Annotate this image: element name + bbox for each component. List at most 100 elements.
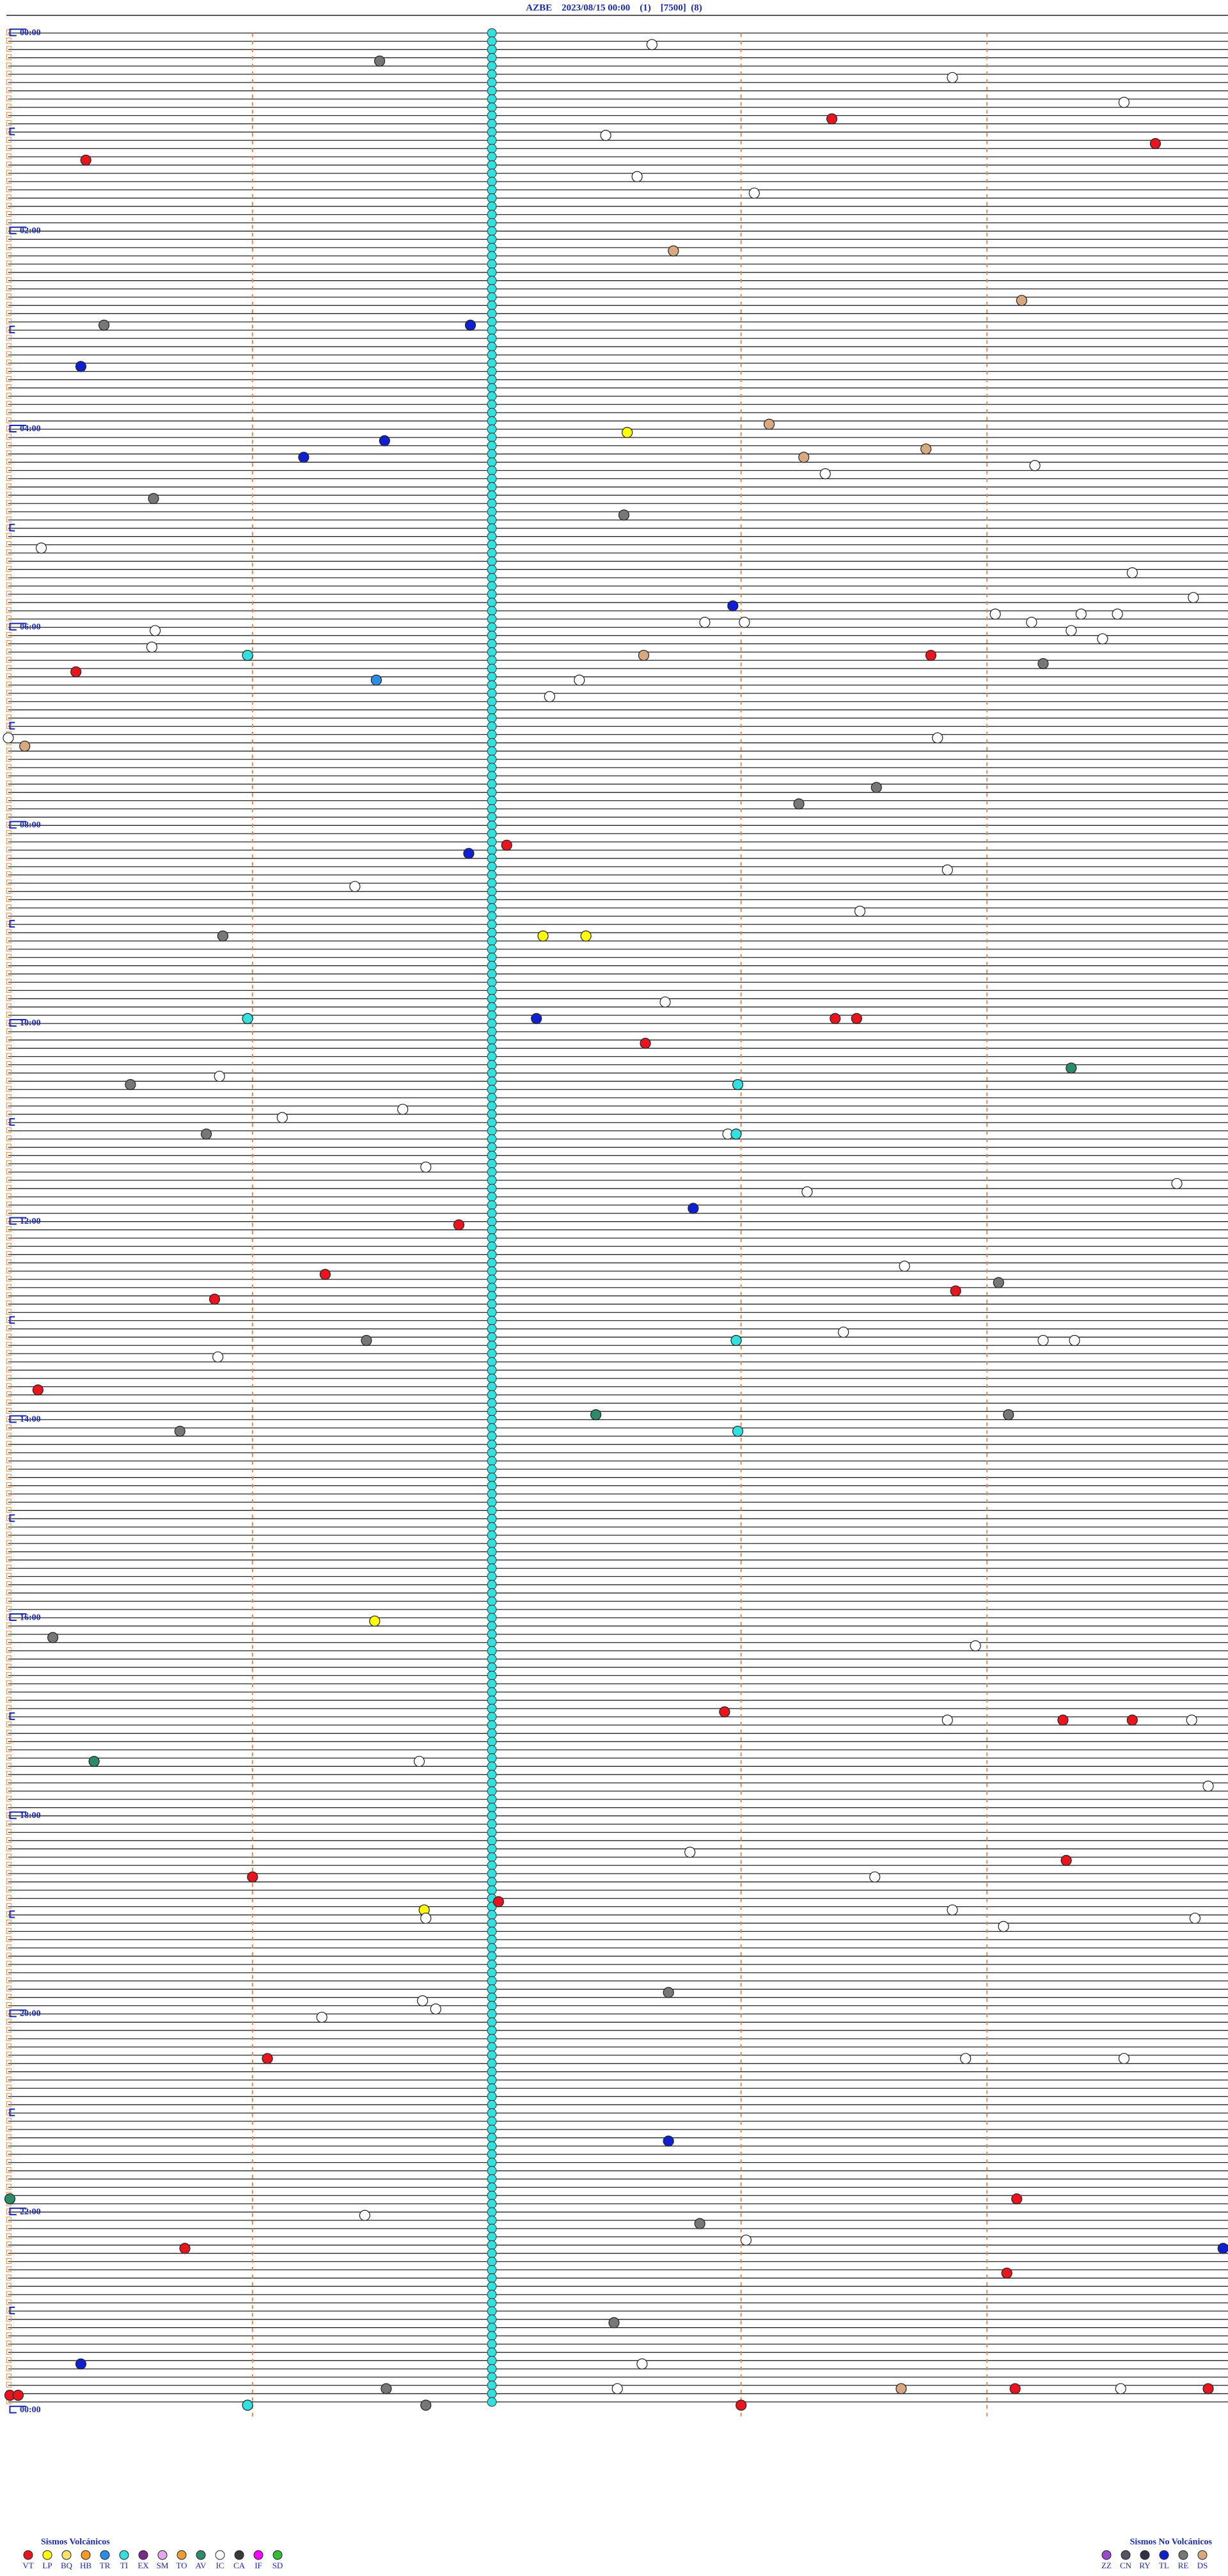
event-marker: [487, 919, 497, 929]
event-marker: [487, 143, 497, 154]
event-marker: [487, 1877, 497, 1887]
event-marker: [487, 457, 497, 468]
event-marker: [487, 1043, 497, 1054]
row-marker: [6, 772, 12, 778]
event-marker: [947, 72, 958, 83]
row-marker: [6, 466, 12, 473]
legend-label: ZZ: [1101, 2561, 1112, 2570]
row-marker: [6, 954, 12, 960]
row-marker: [6, 565, 12, 572]
event-marker: [487, 2323, 497, 2333]
row-marker: [6, 2357, 12, 2363]
row-marker: [6, 813, 12, 819]
row-marker: [6, 1350, 12, 1356]
row-marker: [6, 2250, 12, 2256]
row-marker: [6, 70, 12, 77]
hour-label: 10:00: [20, 1018, 41, 1028]
row-marker: [6, 459, 12, 465]
row-marker: [6, 2382, 12, 2388]
event-marker: [487, 2281, 497, 2291]
event-marker: [487, 589, 497, 599]
event-marker: [1069, 1334, 1080, 1347]
event-marker: [262, 2053, 273, 2064]
event-marker: [487, 1621, 497, 1631]
event-marker: [487, 1794, 497, 1805]
event-marker: [487, 828, 497, 839]
row-marker: [6, 1226, 12, 1233]
event-marker: [487, 1299, 497, 1309]
event-marker: [487, 1208, 497, 1219]
event-marker: [487, 1109, 497, 1119]
event-marker: [487, 705, 497, 715]
event-marker: [1097, 633, 1108, 645]
event-marker: [487, 1373, 497, 1384]
event-marker: [487, 952, 497, 963]
event-marker: [487, 2050, 497, 2060]
event-marker: [487, 1786, 497, 1796]
row-marker: [6, 921, 12, 927]
row-marker: [6, 1449, 12, 1455]
row-marker: [6, 690, 12, 696]
row-marker: [6, 1028, 12, 1034]
row-marker: [6, 1053, 12, 1059]
event-marker: [487, 1885, 497, 1895]
event-marker: [487, 1200, 497, 1210]
event-marker: [487, 961, 497, 971]
row-marker: [6, 1523, 12, 1529]
event-marker: [487, 2248, 497, 2259]
event-marker: [487, 1027, 497, 1037]
row-marker: [6, 1994, 12, 2000]
row-marker: [6, 929, 12, 935]
event-marker: [763, 418, 775, 430]
row-marker: [6, 1267, 12, 1274]
event-marker: [487, 1241, 497, 1251]
row-marker: [6, 2274, 12, 2280]
event-marker: [1066, 1063, 1077, 1074]
legend-swatch: [272, 2550, 283, 2560]
event-marker: [4, 2193, 16, 2205]
hour-label: 12:00: [20, 1217, 41, 1226]
event-marker: [487, 796, 497, 806]
event-marker: [487, 391, 497, 401]
event-marker: [487, 1959, 497, 1970]
row-marker: [6, 400, 12, 407]
row-marker: [6, 1639, 12, 1645]
row-marker: [6, 1969, 12, 1975]
event-marker: [487, 2215, 497, 2225]
hour-bracket: [9, 326, 15, 334]
event-marker: [487, 1382, 497, 1392]
legend-swatch: [177, 2550, 187, 2560]
row-marker: [6, 2002, 12, 2008]
event-marker: [487, 1225, 497, 1235]
row-marker: [6, 442, 12, 448]
event-marker: [75, 361, 87, 372]
event-marker: [487, 779, 497, 789]
event-marker: [487, 606, 497, 616]
row-marker: [6, 2151, 12, 2157]
row-marker: [6, 945, 12, 952]
row-marker: [6, 1036, 12, 1043]
event-marker: [487, 2091, 497, 2101]
event-marker: [798, 452, 810, 463]
event-marker: [487, 1646, 497, 1656]
event-marker: [487, 2314, 497, 2325]
hour-label: 08:00: [20, 821, 41, 830]
event-marker: [487, 36, 497, 47]
row-marker: [6, 285, 12, 292]
row-marker: [6, 1276, 12, 1282]
event-marker: [537, 930, 549, 942]
row-marker: [6, 582, 12, 589]
event-marker: [487, 52, 497, 63]
event-marker: [830, 1013, 841, 1024]
legend-label: BQ: [61, 2561, 73, 2570]
event-marker: [487, 2000, 497, 2011]
row-marker: [6, 1895, 12, 1901]
event-marker: [487, 1968, 497, 1978]
row-marker: [6, 1375, 12, 1381]
event-marker: [487, 1126, 497, 1136]
event-marker: [487, 209, 497, 219]
event-marker: [487, 1769, 497, 1780]
row-marker: [6, 607, 12, 613]
event-marker: [1009, 2383, 1021, 2394]
row-marker: [6, 1441, 12, 1447]
